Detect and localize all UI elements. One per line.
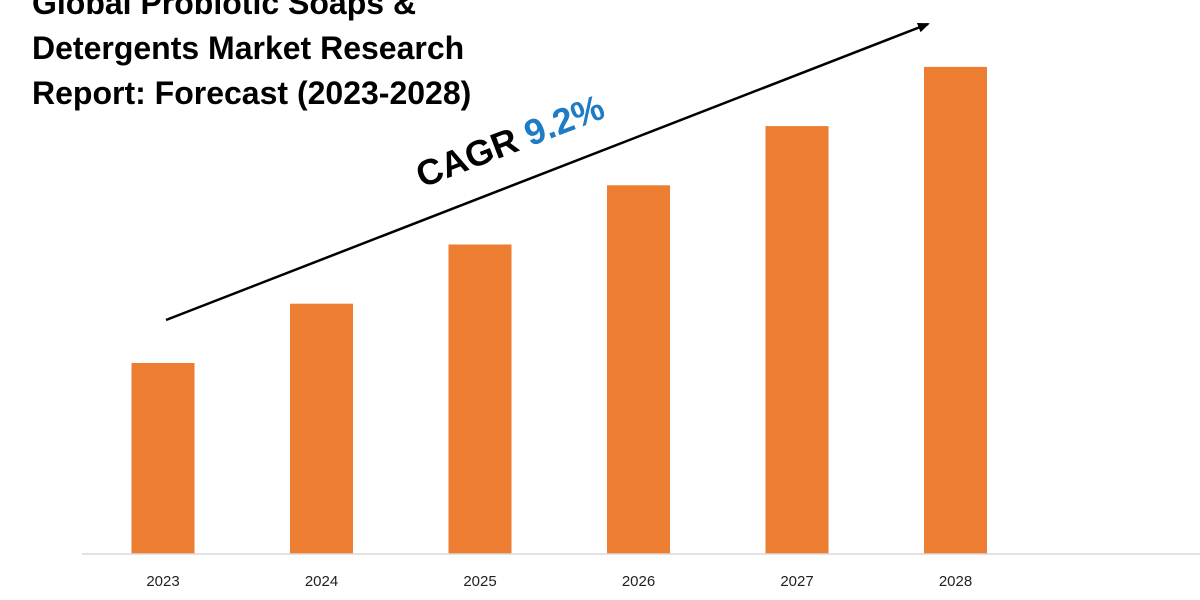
- x-tick-label-2024: 2024: [305, 573, 338, 590]
- cagr-value: 9.2%: [518, 86, 609, 154]
- bar-2028: [924, 66, 987, 555]
- chart-title-line-3: Report: Forecast (2023-2028): [32, 75, 471, 111]
- trend-arrow: [165, 22, 930, 322]
- bar-2025: [448, 244, 512, 554]
- x-tick-label-2023: 2023: [146, 573, 179, 590]
- bar-2027: [765, 126, 829, 554]
- x-tick-label-2025: 2025: [463, 573, 496, 590]
- cagr-label: CAGR: [410, 119, 524, 195]
- chart-title: Global Probiotic Soaps & Detergents Mark…: [32, 0, 471, 111]
- bar-2026: [607, 185, 670, 555]
- x-tick-label-2026: 2026: [622, 573, 655, 590]
- x-tick-label-2028: 2028: [939, 573, 972, 590]
- bars-layer: [131, 66, 987, 555]
- bar-2024: [290, 303, 353, 554]
- x-tick-label-2027: 2027: [780, 573, 813, 590]
- chart-title-line-1: Global Probiotic Soaps &: [32, 0, 416, 21]
- chart-title-line-2: Detergents Market Research: [32, 30, 464, 66]
- x-tick-labels: 2023 2024 2025 2026 2027 2028: [146, 573, 972, 590]
- bar-2023: [131, 363, 195, 554]
